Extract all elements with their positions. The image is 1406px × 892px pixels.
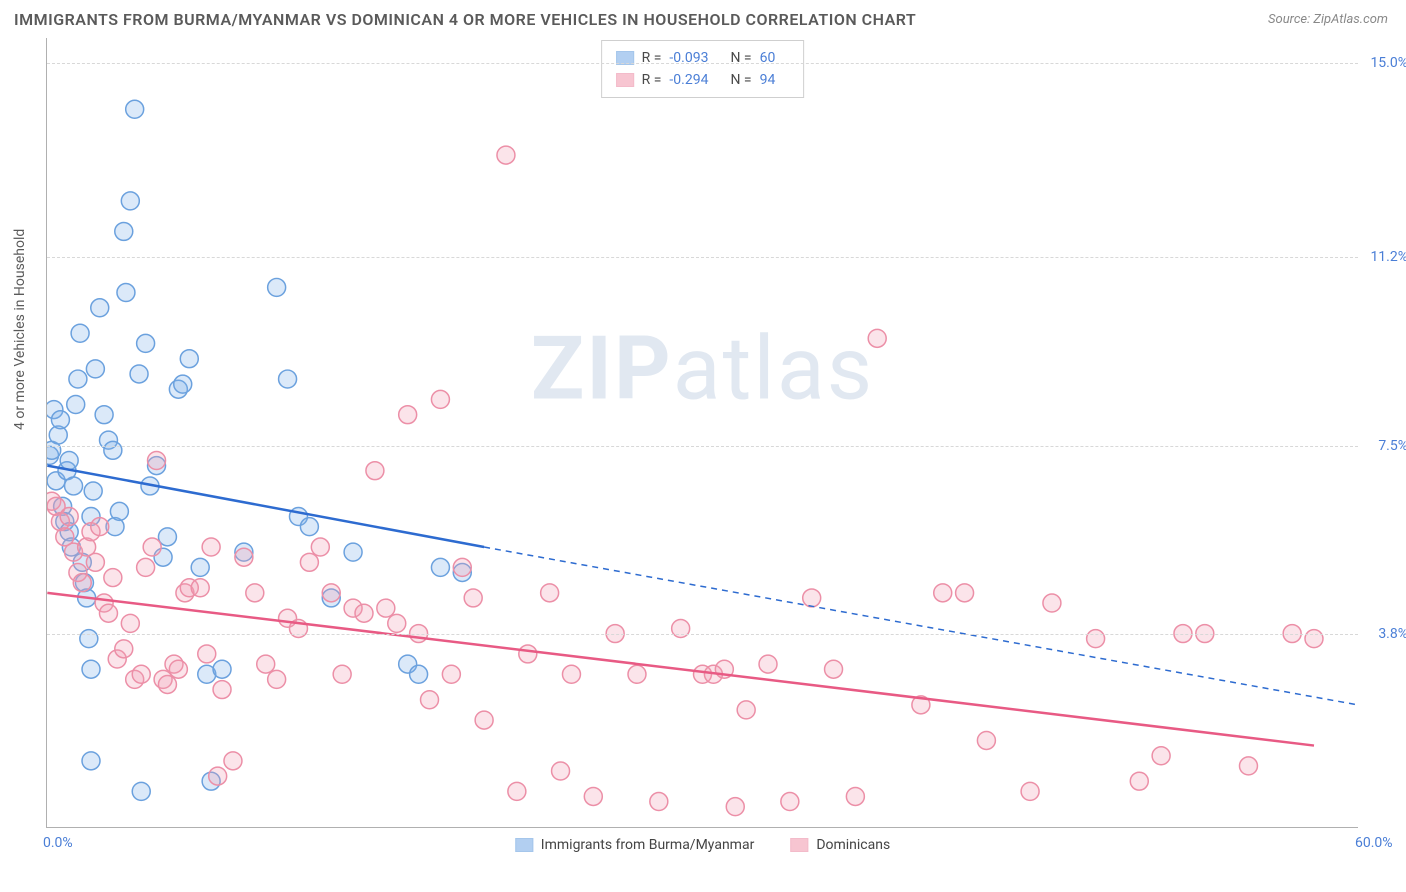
source-label: Source: ZipAtlas.com	[1268, 12, 1388, 27]
y-tick-label: 15.0%	[1370, 55, 1406, 71]
x-tick-label: 60.0%	[1355, 835, 1393, 851]
n-val-1: 60	[760, 47, 776, 69]
r-val-2: -0.294	[669, 69, 708, 91]
n-val-2: 94	[760, 69, 776, 91]
legend-bottom: Immigrants from Burma/Myanmar Dominicans	[515, 837, 890, 853]
scatter-svg	[47, 38, 1358, 827]
swatch-bottom-1	[515, 838, 533, 852]
r-label: R =	[642, 69, 662, 91]
gridline	[47, 63, 1358, 64]
r-val-1: -0.093	[669, 47, 708, 69]
n-label: N =	[730, 69, 751, 91]
legend-item-1: Immigrants from Burma/Myanmar	[515, 837, 755, 853]
y-tick-label: 7.5%	[1378, 438, 1406, 454]
x-tick-label: 0.0%	[43, 835, 73, 851]
y-axis-title: 4 or more Vehicles in Household	[12, 229, 28, 430]
chart-container: IMMIGRANTS FROM BURMA/MYANMAR VS DOMINIC…	[0, 0, 1406, 892]
chart-title: IMMIGRANTS FROM BURMA/MYANMAR VS DOMINIC…	[14, 10, 916, 29]
legend-stats: R = -0.093 N = 60 R = -0.294 N = 94	[601, 40, 805, 98]
n-label: N =	[730, 47, 751, 69]
gridline	[47, 446, 1358, 447]
plot-area: ZIPatlas R = -0.093 N = 60 R = -0.294 N …	[46, 38, 1358, 828]
legend-label-2: Dominicans	[816, 837, 890, 853]
legend-stats-row-2: R = -0.294 N = 94	[616, 69, 790, 91]
r-label: R =	[642, 47, 662, 69]
gridline	[47, 257, 1358, 258]
gridline	[47, 634, 1358, 635]
swatch-series-2	[616, 73, 634, 87]
y-tick-label: 3.8%	[1378, 626, 1406, 642]
y-tick-label: 11.2%	[1370, 249, 1406, 265]
legend-stats-row-1: R = -0.093 N = 60	[616, 47, 790, 69]
swatch-bottom-2	[790, 838, 808, 852]
legend-item-2: Dominicans	[790, 837, 890, 853]
legend-label-1: Immigrants from Burma/Myanmar	[541, 837, 755, 853]
